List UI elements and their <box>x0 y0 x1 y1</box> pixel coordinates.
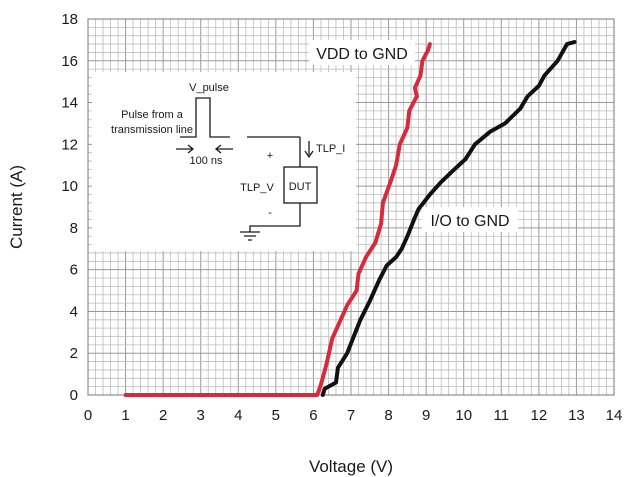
x-tick-label: 12 <box>531 407 548 424</box>
inset-source-line1: Pulse from a <box>121 109 184 121</box>
y-tick-label: 4 <box>70 303 78 320</box>
plot-frame <box>87 18 615 396</box>
inset-circuit: V_pulse Pulse from a transmission line T… <box>92 72 356 251</box>
x-tick-label: 6 <box>309 407 317 424</box>
series-line-vdd-to-gnd <box>123 42 432 397</box>
x-tick-label: 2 <box>159 407 167 424</box>
x-tick-label: 5 <box>272 407 280 424</box>
y-tick-label: 6 <box>70 262 78 279</box>
inset-minus-label: - <box>268 207 272 219</box>
x-tick-label: 4 <box>234 407 242 424</box>
y-tick-label: 12 <box>61 136 78 153</box>
x-tick-label: 7 <box>347 407 355 424</box>
series-label-vdd: VDD to GND <box>316 46 408 63</box>
y-tick-label: 0 <box>70 387 78 404</box>
series-label-vdd-bg <box>309 40 415 65</box>
series-line-io-to-gnd <box>320 40 577 397</box>
inset-duration-arrows-icon <box>176 144 233 154</box>
y-tick-labels: 0 2 4 6 8 10 12 14 16 18 <box>61 11 78 404</box>
inset-plus-label: + <box>267 150 273 162</box>
inset-voltage-label: TLP_V <box>240 182 274 194</box>
inset-duration-label: 100 ns <box>189 155 223 167</box>
x-tick-label: 10 <box>455 407 472 424</box>
y-tick-label: 8 <box>70 220 78 237</box>
ground-icon <box>240 231 260 241</box>
x-tick-label: 0 <box>84 407 92 424</box>
inset-wire-bottom <box>249 203 301 232</box>
series-label-io: I/O to GND <box>430 213 509 230</box>
x-tick-label: 9 <box>422 407 430 424</box>
inset-pulse-label: V_pulse <box>189 82 229 94</box>
inset-current-arrow-icon <box>304 141 314 159</box>
y-tick-label: 14 <box>61 95 78 112</box>
x-tick-label: 14 <box>606 407 623 424</box>
x-tick-labels: 0 1 2 3 4 5 6 7 8 9 10 11 12 13 14 <box>84 407 623 424</box>
series-label-io-bg <box>422 207 518 232</box>
y-tick-label: 16 <box>61 53 78 70</box>
inset-dut-box <box>283 166 318 204</box>
x-tick-label: 3 <box>197 407 205 424</box>
x-tick-label: 13 <box>568 407 585 424</box>
inset-pulse-waveform <box>180 97 230 138</box>
inset-dut-label: DUT <box>289 181 312 193</box>
y-axis-title: Current (A) <box>7 165 26 249</box>
x-axis-title: Voltage (V) <box>309 457 393 476</box>
x-tick-label: 11 <box>493 407 509 424</box>
x-tick-label: 1 <box>121 407 129 424</box>
y-tick-label: 18 <box>61 11 78 28</box>
x-tick-label: 8 <box>384 407 392 424</box>
inset-background <box>92 72 356 251</box>
inset-source-line2: transmission line <box>111 124 193 136</box>
y-tick-label: 2 <box>70 345 78 362</box>
inset-current-label: TLP_I <box>316 143 345 155</box>
y-tick-label: 10 <box>61 178 78 195</box>
